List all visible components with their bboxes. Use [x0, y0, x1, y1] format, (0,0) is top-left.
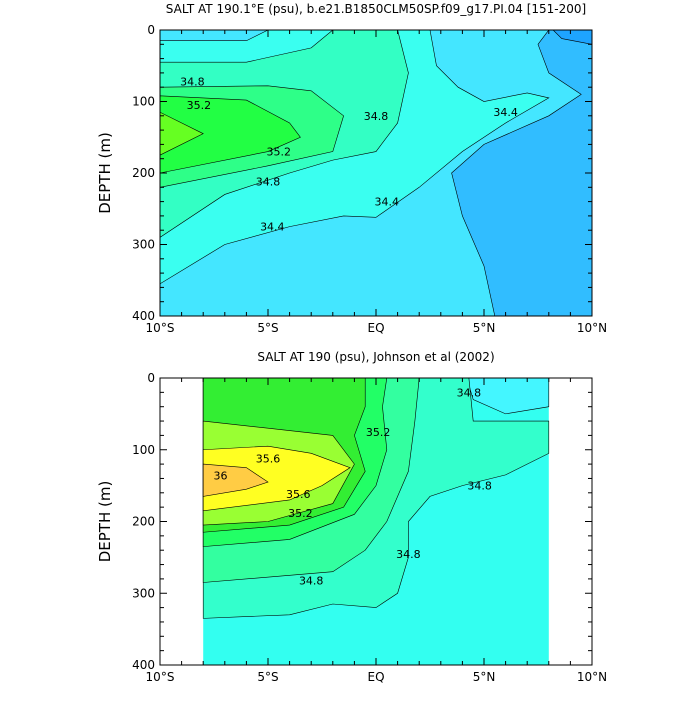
- contour-region: [160, 111, 204, 156]
- contour-label: 34.8: [299, 574, 324, 587]
- y-tick-label: 200: [132, 515, 155, 529]
- y-tick-label: 0: [147, 371, 155, 385]
- contour-label: 34.4: [493, 106, 518, 119]
- contour-label: 34.8: [256, 176, 281, 189]
- x-tick-label: 5°N: [473, 670, 496, 684]
- contour-label: 35.2: [267, 146, 292, 159]
- y-axis-label: DEPTH (m): [96, 132, 114, 214]
- y-tick-label: 300: [132, 238, 155, 252]
- plot-area: 34.8 35.2 35.6 36 35.6 35.2 34.8 34.8 34.8: [202, 378, 550, 665]
- x-tick-label: 10°S: [146, 670, 175, 684]
- y-tick-label: 0: [147, 23, 155, 37]
- contour-label: 34.8: [180, 75, 205, 88]
- contour-region: [202, 445, 351, 512]
- contour-label: 36: [213, 470, 227, 483]
- y-tick-label: 100: [132, 443, 155, 457]
- y-tick-label: 300: [132, 586, 155, 600]
- plot-area: 34.8 35.2 35.2 34.8 34.4 34.4 34.8 34.4: [160, 30, 592, 316]
- contour-label: 34.8: [457, 386, 482, 399]
- contour-label: 34.8: [364, 110, 389, 123]
- y-tick-label: 400: [132, 658, 155, 672]
- x-tick-label: EQ: [367, 321, 384, 335]
- x-tick-label: 5°S: [257, 670, 278, 684]
- x-tick-label: 5°N: [473, 321, 496, 335]
- y-axis-label: DEPTH (m): [96, 481, 114, 563]
- contour-label: 35.2: [288, 507, 313, 520]
- x-tick-label: 10°N: [577, 670, 607, 684]
- x-tick-label: 5°S: [257, 321, 278, 335]
- y-tick-label: 100: [132, 95, 155, 109]
- y-tick-label: 400: [132, 309, 155, 323]
- contour-label: 34.4: [375, 196, 400, 209]
- chart-title: SALT AT 190.1°E (psu), b.e21.B1850CLM50S…: [166, 2, 586, 16]
- chart-title: SALT AT 190 (psu), Johnson et al (2002): [257, 350, 494, 364]
- panel: 34.8 35.2 35.2 34.8 34.4 34.4 34.8 34.4 SALT AT …: [96, 2, 607, 335]
- contour-label: 35.2: [366, 426, 391, 439]
- y-tick-label: 200: [132, 166, 155, 180]
- contour-label: 34.4: [260, 221, 285, 234]
- contour-label: 35.6: [256, 452, 281, 465]
- contour-region: [466, 378, 550, 415]
- contour-region: [160, 95, 301, 174]
- x-tick-label: 10°N: [577, 321, 607, 335]
- contour-region: [202, 463, 269, 497]
- panel: 34.8 35.2 35.6 36 35.6 35.2 34.8 34.8 34.8 SALT A…: [96, 350, 607, 684]
- contour-label: 35.2: [187, 99, 212, 112]
- x-tick-label: 10°S: [146, 321, 175, 335]
- x-tick-label: EQ: [367, 670, 384, 684]
- contour-label: 35.6: [286, 488, 311, 501]
- contour-label: 34.8: [396, 548, 421, 561]
- contour-label: 34.8: [467, 480, 492, 493]
